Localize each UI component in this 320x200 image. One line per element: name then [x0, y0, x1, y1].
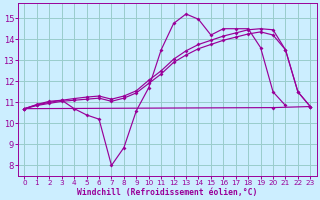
X-axis label: Windchill (Refroidissement éolien,°C): Windchill (Refroidissement éolien,°C) [77, 188, 258, 197]
